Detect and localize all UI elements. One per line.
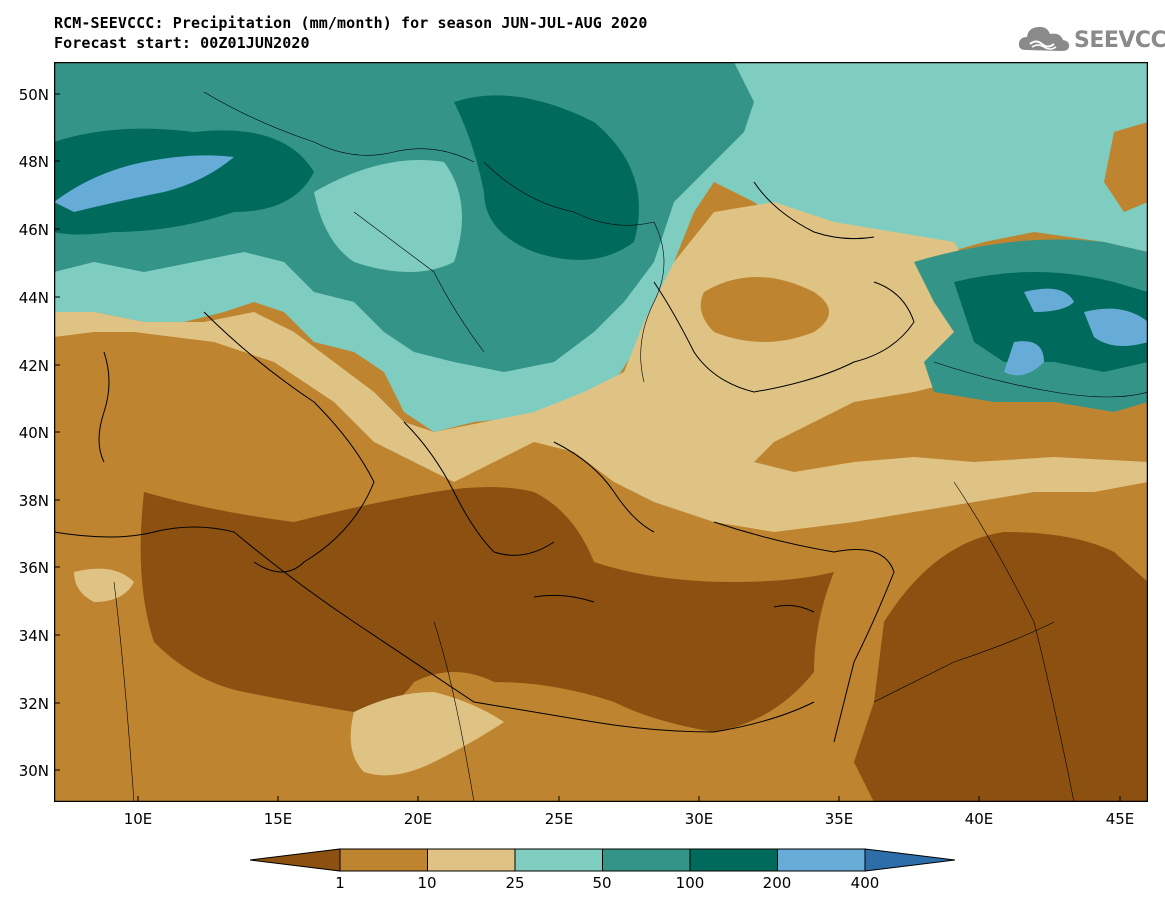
lon-label-15e: 15E: [263, 810, 293, 828]
colorbar-segment: [689, 848, 778, 872]
lat-label-38n: 38N: [18, 492, 49, 510]
colorbar-label-50: 50: [592, 874, 612, 892]
colorbar-segment: [427, 848, 516, 872]
lat-label-46n: 46N: [18, 221, 49, 239]
field-below-1-east: [854, 532, 1148, 802]
lat-label-48n: 48N: [18, 153, 49, 171]
title-line-1: RCM-SEEVCCC: Precipitation (mm/month) fo…: [54, 14, 648, 32]
lat-label-32n: 32N: [18, 695, 49, 713]
lon-label-20e: 20E: [403, 810, 433, 828]
seevccc-logo: SEEVCCC: [1016, 22, 1165, 56]
lat-label-34n: 34N: [18, 627, 49, 645]
coastlines: [54, 181, 915, 743]
colorbar-segment: [602, 848, 691, 872]
borders: [113, 91, 1148, 802]
lat-label-44n: 44N: [18, 289, 49, 307]
colorbar-segment: [777, 848, 866, 872]
lon-label-40e: 40E: [964, 810, 994, 828]
colorbar-segment: [339, 848, 428, 872]
precipitation-map: [54, 62, 1148, 802]
map-title: RCM-SEEVCCC: Precipitation (mm/month) fo…: [54, 13, 648, 53]
colorbar-label-400: 400: [850, 874, 880, 892]
field-caucasus-100: [954, 272, 1148, 372]
cloud-icon: [1018, 26, 1070, 51]
field-400-plus-a: [54, 155, 234, 212]
field-10-25: [54, 202, 1148, 532]
field-below-1: [140, 487, 835, 732]
lat-label-42n: 42N: [18, 357, 49, 375]
colorbar-label-10: 10: [417, 874, 437, 892]
logo-text: SEEVCCC: [1074, 28, 1165, 53]
colorbar: [250, 848, 955, 872]
colorbar-segment: [250, 848, 341, 872]
field-10-25-spot: [74, 568, 134, 602]
field-10-25-africa: [350, 692, 504, 776]
lon-label-30e: 30E: [684, 810, 714, 828]
field-caucasus-200: [1004, 288, 1148, 376]
title-line-2: Forecast start: 00Z01JUN2020: [54, 34, 310, 52]
lat-label-40n: 40N: [18, 424, 49, 442]
colorbar-segment: [864, 848, 955, 872]
map-canvas: [54, 62, 1148, 802]
colorbar-label-25: 25: [505, 874, 525, 892]
lat-label-30n: 30N: [18, 762, 49, 780]
lat-label-50n: 50N: [18, 86, 49, 104]
field-light-band: [314, 160, 462, 272]
colorbar-label-1: 1: [335, 874, 345, 892]
colorbar-label-100: 100: [675, 874, 705, 892]
field-1-10-blacksea: [700, 277, 829, 342]
colorbar-segment: [514, 848, 603, 872]
field-200-400-a: [454, 95, 639, 260]
lon-label-45e: 45E: [1105, 810, 1135, 828]
lon-label-10e: 10E: [123, 810, 153, 828]
lon-label-35e: 35E: [824, 810, 854, 828]
axis-ticks: [54, 93, 1121, 802]
lat-label-36n: 36N: [18, 559, 49, 577]
lon-label-25e: 25E: [544, 810, 574, 828]
colorbar-label-200: 200: [762, 874, 792, 892]
